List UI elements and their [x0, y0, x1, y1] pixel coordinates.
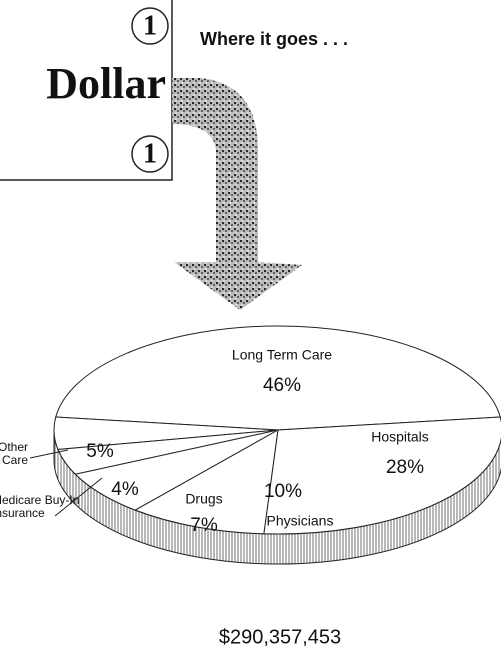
- dollar-word: Dollar: [46, 59, 166, 108]
- slice-value-label: 28%: [386, 457, 424, 478]
- pie-slice: [134, 429, 279, 535]
- top-numeral: 1: [143, 10, 157, 41]
- slice-label: Other Care: [0, 440, 28, 467]
- total-annotation: $290,357,453: [219, 626, 341, 648]
- numeral-circle: [131, 135, 169, 173]
- slice-value-label: 46%: [263, 375, 301, 396]
- slice-value-label: 4%: [111, 479, 139, 500]
- slice-label: Physicians: [267, 513, 334, 529]
- slice-value-label: 10%: [264, 481, 302, 502]
- pie-slice: [55, 325, 501, 431]
- leader-line: [54, 477, 103, 517]
- dollar-box: [0, 0, 173, 181]
- bottom-numeral: 1: [143, 138, 157, 169]
- leader-line: [29, 449, 69, 459]
- arrow: [172, 78, 302, 310]
- pie-slice: [263, 416, 501, 535]
- slice-label: Drugs: [185, 491, 222, 507]
- slice-value-label: 5%: [86, 441, 114, 462]
- numeral-circle: [131, 7, 169, 45]
- chart-title: Where it goes . . .: [200, 29, 348, 49]
- slice-label: Long Term Care: [232, 347, 332, 363]
- slice-value-label: 7%: [190, 515, 218, 536]
- slice-label: Hospitals: [371, 429, 429, 445]
